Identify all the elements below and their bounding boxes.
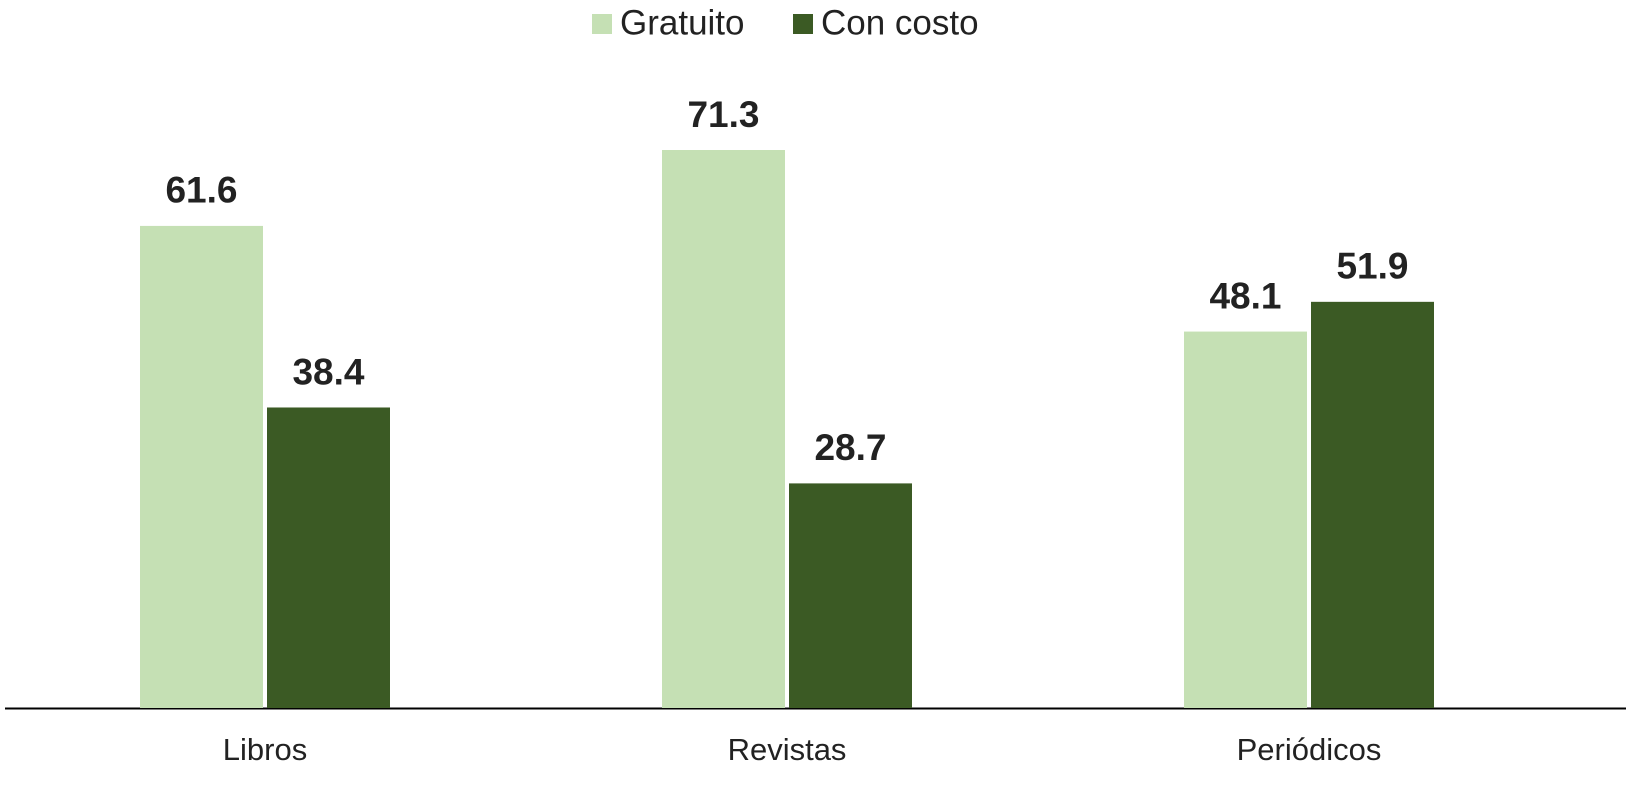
bar (789, 483, 912, 708)
bar (662, 150, 785, 708)
data-label: 51.9 (1336, 246, 1408, 287)
bar (267, 407, 390, 708)
x-tick-label: Libros (223, 732, 307, 767)
data-label: 48.1 (1209, 275, 1281, 316)
bar (140, 225, 263, 708)
data-label: 71.3 (687, 94, 759, 135)
bar (1184, 331, 1307, 708)
bar (1311, 301, 1434, 708)
data-label: 38.4 (292, 351, 364, 392)
legend-swatch (592, 14, 612, 34)
legend-label: Gratuito (620, 3, 745, 42)
data-label: 28.7 (814, 427, 886, 468)
data-label: 61.6 (165, 170, 237, 211)
x-tick-label: Periódicos (1237, 732, 1382, 767)
legend-label: Con costo (821, 3, 979, 42)
x-tick-label: Revistas (728, 732, 847, 767)
legend-swatch (793, 14, 813, 34)
